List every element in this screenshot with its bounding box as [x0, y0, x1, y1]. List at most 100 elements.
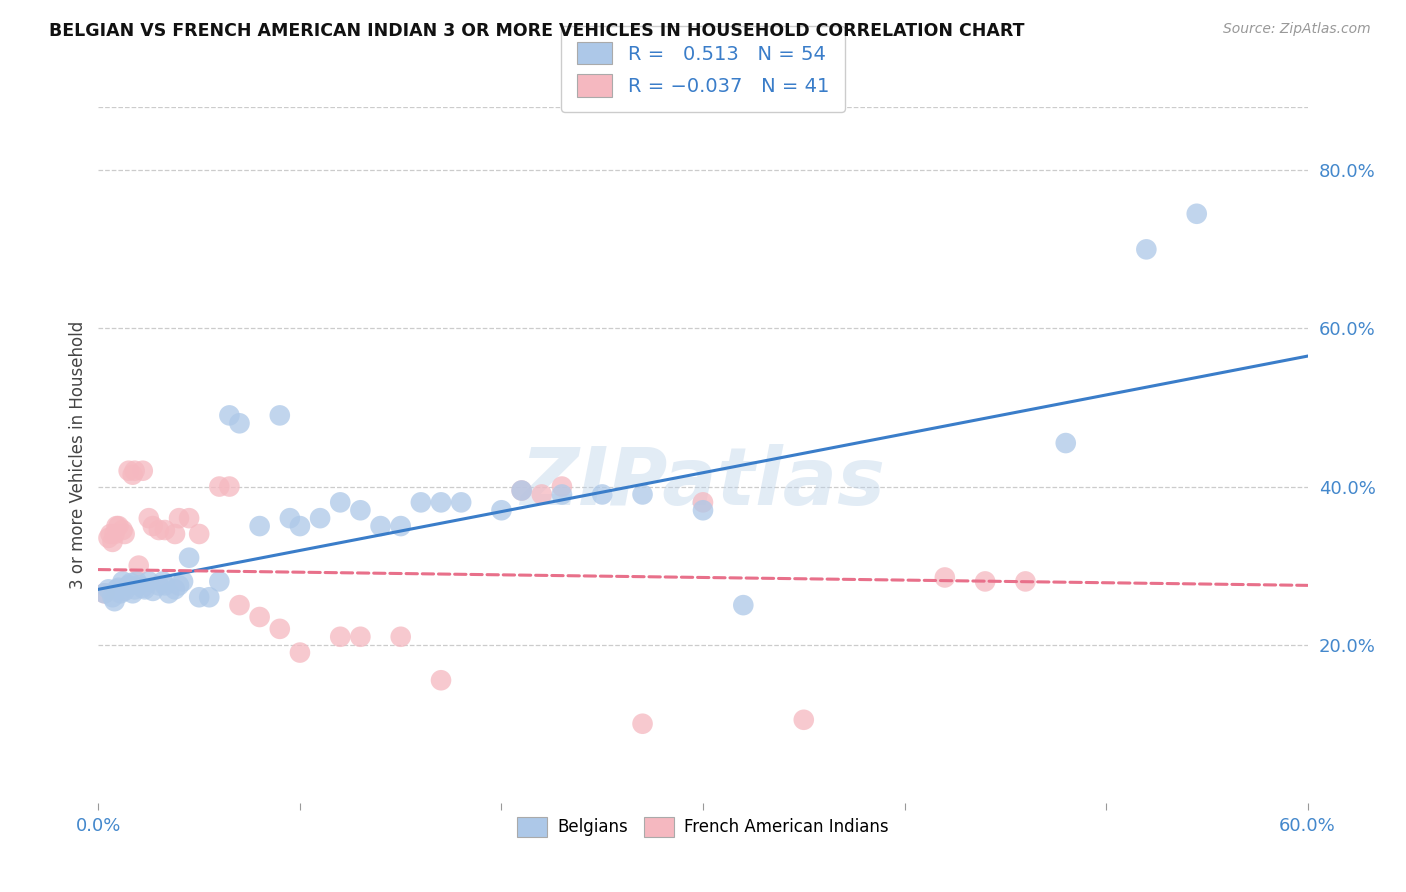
Point	[179, 511, 201, 525]
Point	[1135, 243, 1157, 257]
Point	[218, 409, 240, 423]
Point	[134, 582, 156, 597]
Point	[228, 598, 250, 612]
Point	[409, 495, 432, 509]
Point	[208, 479, 231, 493]
Point	[128, 578, 150, 592]
Point	[107, 581, 129, 595]
Point	[692, 503, 714, 517]
Point	[208, 574, 231, 589]
Point	[188, 591, 211, 605]
Point	[101, 591, 124, 605]
Point	[188, 527, 211, 541]
Point	[1014, 574, 1036, 589]
Point	[278, 511, 301, 525]
Point	[128, 558, 150, 573]
Point	[430, 673, 453, 688]
Point	[148, 523, 170, 537]
Point	[110, 586, 132, 600]
Point	[103, 594, 125, 608]
Text: Source: ZipAtlas.com: Source: ZipAtlas.com	[1223, 22, 1371, 37]
Point	[349, 630, 371, 644]
Point	[218, 479, 240, 493]
Text: ZIPatlas: ZIPatlas	[520, 443, 886, 522]
Point	[121, 467, 143, 482]
Point	[1185, 207, 1208, 221]
Point	[120, 576, 142, 591]
Point	[93, 586, 115, 600]
Point	[179, 550, 201, 565]
Point	[329, 495, 352, 509]
Text: BELGIAN VS FRENCH AMERICAN INDIAN 3 OR MORE VEHICLES IN HOUSEHOLD CORRELATION CH: BELGIAN VS FRENCH AMERICAN INDIAN 3 OR M…	[49, 22, 1025, 40]
Point	[118, 578, 141, 592]
Y-axis label: 3 or more Vehicles in Household: 3 or more Vehicles in Household	[69, 321, 87, 589]
Point	[370, 519, 392, 533]
Point	[114, 583, 136, 598]
Point	[124, 582, 146, 597]
Point	[121, 586, 143, 600]
Point	[93, 586, 115, 600]
Point	[631, 487, 654, 501]
Point	[142, 519, 165, 533]
Point	[692, 495, 714, 509]
Point	[167, 578, 190, 592]
Point	[153, 523, 176, 537]
Point	[1054, 436, 1077, 450]
Point	[934, 570, 956, 584]
Point	[551, 479, 574, 493]
Point	[329, 630, 352, 644]
Point	[118, 464, 141, 478]
Point	[111, 523, 134, 537]
Point	[138, 574, 160, 589]
Point	[105, 582, 128, 597]
Point	[733, 598, 755, 612]
Point	[510, 483, 533, 498]
Point	[430, 495, 453, 509]
Point	[152, 574, 174, 589]
Point	[148, 578, 170, 592]
Point	[125, 574, 148, 589]
Point	[389, 519, 412, 533]
Point	[157, 586, 180, 600]
Point	[114, 527, 136, 541]
Legend: Belgians, French American Indians: Belgians, French American Indians	[510, 811, 896, 843]
Point	[228, 417, 250, 431]
Point	[309, 511, 332, 525]
Point	[167, 511, 190, 525]
Point	[491, 503, 513, 517]
Point	[97, 582, 120, 597]
Point	[349, 503, 371, 517]
Point	[793, 713, 815, 727]
Point	[103, 527, 125, 541]
Point	[124, 464, 146, 478]
Point	[551, 487, 574, 501]
Point	[100, 527, 122, 541]
Point	[269, 622, 291, 636]
Point	[974, 574, 997, 589]
Point	[153, 578, 176, 592]
Point	[138, 511, 160, 525]
Point	[107, 519, 129, 533]
Point	[288, 519, 311, 533]
Point	[172, 574, 194, 589]
Point	[142, 583, 165, 598]
Point	[389, 630, 412, 644]
Point	[163, 527, 186, 541]
Point	[163, 582, 186, 597]
Point	[269, 409, 291, 423]
Point	[249, 519, 271, 533]
Point	[198, 591, 221, 605]
Point	[288, 646, 311, 660]
Point	[530, 487, 553, 501]
Point	[97, 531, 120, 545]
Point	[450, 495, 472, 509]
Point	[132, 464, 155, 478]
Point	[111, 574, 134, 589]
Point	[631, 716, 654, 731]
Point	[105, 519, 128, 533]
Point	[510, 483, 533, 498]
Point	[591, 487, 613, 501]
Point	[249, 610, 271, 624]
Point	[101, 534, 124, 549]
Point	[132, 581, 155, 595]
